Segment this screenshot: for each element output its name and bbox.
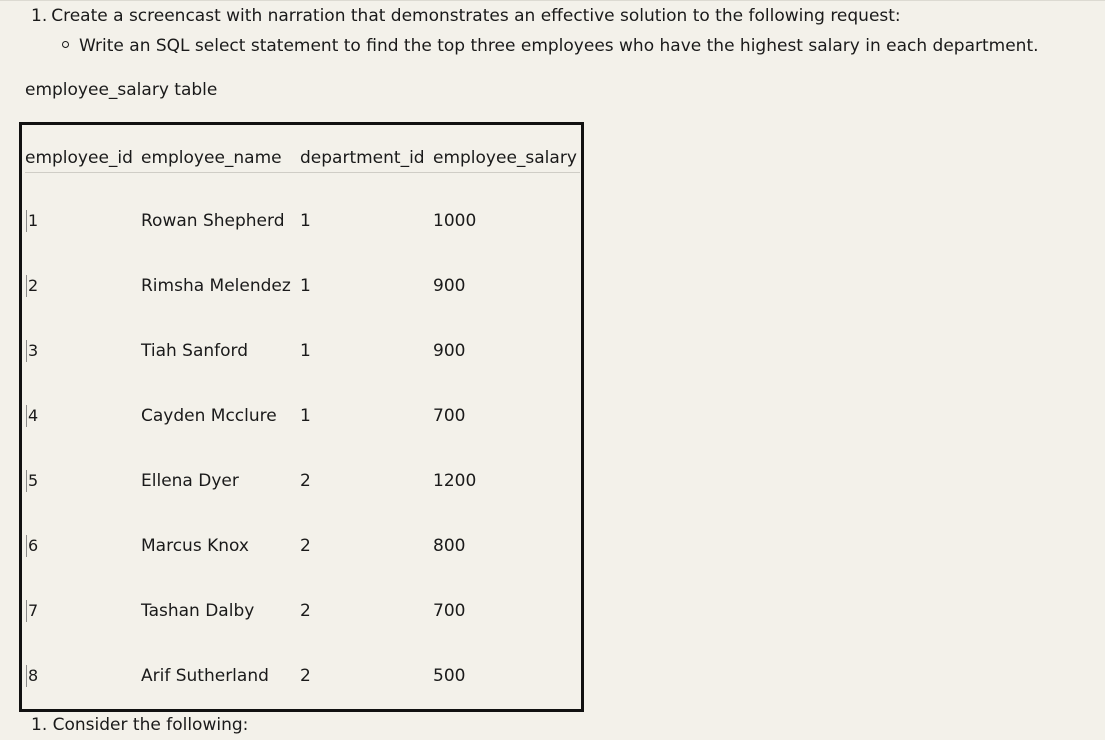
cell-employee-salary: 900	[433, 276, 466, 296]
column-header-employee-name: employee_name	[141, 148, 282, 168]
cell-department-id: 1	[300, 406, 311, 426]
bullet-text: Write an SQL select statement to find th…	[79, 36, 1039, 56]
footer-item: 1. Consider the following:	[31, 714, 248, 736]
cell-employee-name: Cayden Mcclure	[141, 406, 277, 426]
footer-number: 1.	[31, 715, 48, 735]
column-header-department-id: department_id	[300, 148, 425, 168]
table-caption: employee_salary table	[25, 80, 218, 100]
question-bullet-item: Write an SQL select statement to find th…	[62, 35, 1039, 57]
cell-employee-salary: 1200	[433, 471, 477, 491]
cell-employee-name: Marcus Knox	[141, 536, 249, 556]
cell-department-id: 1	[300, 276, 311, 296]
cell-employee-id: 3	[26, 340, 39, 362]
cell-employee-salary: 1000	[433, 211, 477, 231]
table-row: 7 Tashan Dalby 2 700	[22, 600, 581, 665]
cell-employee-name: Tashan Dalby	[141, 601, 255, 621]
employee-salary-table: employee_id employee_name department_id …	[19, 122, 584, 712]
table-row: 3 Tiah Sanford 1 900	[22, 340, 581, 405]
top-divider	[0, 0, 1105, 1]
hollow-bullet-icon	[62, 41, 69, 48]
cell-employee-salary: 800	[433, 536, 466, 556]
cell-department-id: 2	[300, 666, 311, 686]
table-row: 5 Ellena Dyer 2 1200	[22, 470, 581, 535]
table-row: 2 Rimsha Melendez 1 900	[22, 275, 581, 340]
cell-employee-salary: 500	[433, 666, 466, 686]
cell-department-id: 1	[300, 211, 311, 231]
cell-department-id: 2	[300, 601, 311, 621]
cell-department-id: 2	[300, 471, 311, 491]
cell-employee-id: 8	[26, 665, 39, 687]
cell-employee-name: Tiah Sanford	[141, 341, 249, 361]
question-number: 1.	[31, 6, 48, 26]
cell-employee-id: 5	[26, 470, 39, 492]
column-header-employee-id: employee_id	[25, 148, 133, 168]
header-divider	[25, 172, 580, 173]
cell-employee-salary: 900	[433, 341, 466, 361]
cell-department-id: 1	[300, 341, 311, 361]
cell-employee-id: 2	[26, 275, 39, 297]
cell-employee-name: Rimsha Melendez	[141, 276, 291, 296]
question-line: 1. Create a screencast with narration tha…	[31, 5, 901, 27]
cell-employee-name: Rowan Shepherd	[141, 211, 285, 231]
table-row: 8 Arif Sutherland 2 500	[22, 665, 581, 730]
table-row: 4 Cayden Mcclure 1 700	[22, 405, 581, 470]
cell-employee-id: 4	[26, 405, 39, 427]
cell-employee-id: 7	[26, 600, 39, 622]
cell-department-id: 2	[300, 536, 311, 556]
cell-employee-id: 6	[26, 535, 39, 557]
table-row: 1 Rowan Shepherd 1 1000	[22, 210, 581, 275]
cell-employee-name: Ellena Dyer	[141, 471, 239, 491]
table-row: 6 Marcus Knox 2 800	[22, 535, 581, 600]
cell-employee-salary: 700	[433, 601, 466, 621]
column-header-employee-salary: employee_salary	[433, 148, 577, 168]
cell-employee-salary: 700	[433, 406, 466, 426]
footer-text: Consider the following:	[52, 715, 249, 735]
cell-employee-id: 1	[26, 210, 39, 232]
question-text: Create a screencast with narration that …	[51, 6, 901, 26]
cell-employee-name: Arif Sutherland	[141, 666, 269, 686]
